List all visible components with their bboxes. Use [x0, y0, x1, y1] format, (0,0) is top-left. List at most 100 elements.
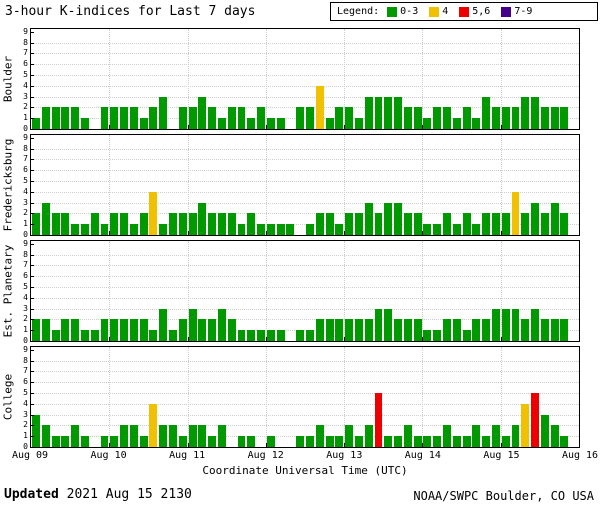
- updated-value: 2021 Aug 15 2130: [66, 487, 192, 502]
- k-index-bar: [472, 319, 481, 341]
- y-tick-label: 3: [23, 197, 28, 207]
- y-tick-label: 0: [23, 124, 28, 133]
- y-tick: [31, 42, 34, 44]
- y-tick: [31, 137, 34, 139]
- k-index-bar: [169, 330, 177, 341]
- h-gridline: [31, 85, 579, 87]
- day-gridline: [500, 241, 502, 341]
- k-index-bar: [198, 202, 207, 235]
- k-index-bar: [120, 319, 129, 341]
- k-index-bar: [531, 202, 540, 235]
- k-index-bar: [540, 414, 549, 447]
- y-tick-label: 5: [23, 70, 28, 79]
- h-gridline: [31, 170, 579, 172]
- y-tick-label: 2: [23, 420, 28, 430]
- y-tick-label: 5: [23, 282, 28, 291]
- k-index-bar: [511, 425, 520, 447]
- k-index-bar: [32, 319, 40, 341]
- k-index-bar: [315, 425, 324, 447]
- y-tick-label: 8: [23, 355, 28, 365]
- day-tick: [500, 125, 502, 129]
- k-index-bar: [51, 436, 60, 447]
- panel-boulder: Boulder 0 1 2 3 4 5 6 7 8 9: [0, 26, 600, 133]
- y-tick-label: 9: [23, 132, 28, 142]
- k-index-bar: [61, 319, 70, 341]
- day-tick: [187, 337, 189, 341]
- k-index-bar: [296, 330, 305, 341]
- y-tick-label: 0: [23, 336, 28, 345]
- day-tick: [422, 337, 424, 341]
- day-gridline: [109, 241, 111, 341]
- k-index-bar: [247, 436, 256, 447]
- k-index-bar: [208, 436, 217, 447]
- day-gridline: [422, 347, 424, 447]
- y-tick: [31, 393, 34, 394]
- day-tick: [422, 125, 424, 129]
- legend-items: 0-3 4 5,6 7-9: [387, 6, 532, 17]
- y-tick-label: 2: [23, 208, 28, 218]
- k-index-bar: [384, 436, 393, 447]
- y-tick-label: 6: [23, 59, 28, 69]
- h-gridline: [31, 159, 579, 161]
- h-gridline: [31, 393, 579, 394]
- y-tick-label: 7: [23, 48, 28, 58]
- day-tick: [265, 443, 267, 447]
- y-tick: [31, 181, 34, 182]
- k-index-bar: [286, 224, 295, 235]
- k-index-bar: [403, 319, 412, 341]
- y-tick-label: 7: [23, 154, 28, 164]
- k-index-bar: [482, 96, 491, 129]
- k-index-bar: [325, 118, 334, 129]
- k-index-bar: [139, 213, 148, 235]
- k-index-bar: [443, 107, 451, 129]
- k-index-bar: [560, 436, 569, 447]
- k-index-bar: [413, 319, 422, 341]
- legend-item: 0-3: [387, 6, 418, 17]
- k-index-bar: [345, 425, 354, 447]
- h-gridline: [31, 287, 579, 288]
- k-index-bar: [149, 191, 158, 235]
- k-index-bar: [90, 213, 99, 235]
- k-index-bar: [208, 213, 217, 235]
- k-index-bar: [560, 107, 569, 129]
- h-gridline: [31, 64, 579, 66]
- y-tick: [31, 287, 34, 288]
- k-index-bar: [521, 213, 530, 235]
- k-index-bar: [306, 224, 314, 235]
- k-index-bar: [178, 319, 187, 341]
- k-index-bar: [394, 96, 403, 129]
- k-index-bar: [61, 213, 70, 235]
- k-index-bar: [521, 403, 530, 447]
- k-index-bar: [120, 107, 129, 129]
- day-gridline: [187, 29, 189, 129]
- day-tick: [109, 231, 111, 235]
- k-index-bar: [71, 319, 80, 341]
- k-index-bar: [482, 319, 491, 341]
- x-tick-label: Aug 12: [247, 450, 284, 461]
- y-tick: [31, 224, 34, 226]
- day-tick: [500, 337, 502, 341]
- y-tick: [31, 75, 34, 76]
- k-index-bar: [276, 118, 285, 129]
- x-axis-tick-labels: Aug 09 Aug 10 Aug 11 Aug 12 Aug 13 Aug 14 Aug …: [0, 450, 600, 462]
- y-tick-label: 9: [23, 26, 28, 36]
- day-gridline: [265, 347, 267, 447]
- day-tick: [265, 125, 267, 129]
- legend-swatch-purple: [501, 6, 512, 17]
- plot-area: [30, 240, 580, 342]
- day-gridline: [422, 29, 424, 129]
- h-gridline: [31, 403, 579, 405]
- legend-item: 5,6: [459, 6, 490, 17]
- y-tick-label: 4: [23, 186, 28, 196]
- k-index-bar: [266, 118, 275, 129]
- legend-swatch-red: [459, 6, 470, 17]
- k-index-bar: [462, 436, 471, 447]
- k-index-bar: [237, 436, 246, 447]
- y-tick: [31, 85, 34, 87]
- y-tick: [31, 31, 34, 33]
- k-index-bar: [482, 436, 491, 447]
- k-index-bar: [257, 224, 266, 235]
- k-index-bar: [325, 319, 334, 341]
- k-index-bar: [491, 425, 500, 447]
- y-tick: [31, 191, 34, 193]
